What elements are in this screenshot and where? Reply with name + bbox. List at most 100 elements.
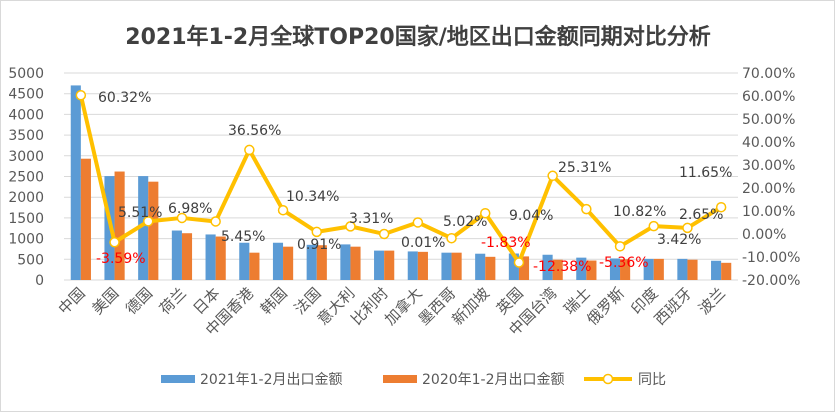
bar-2021 (475, 253, 486, 280)
x-axis-label: 意大利 (314, 284, 359, 329)
right-axis-tick: 20.00% (742, 181, 795, 197)
left-axis-tick: 5000 (8, 66, 44, 82)
bar-2020 (215, 236, 226, 280)
bar-2021 (609, 258, 621, 280)
yoy-point (648, 220, 659, 232)
bar-2021 (239, 242, 250, 280)
x-axis-label: 加拿大 (381, 284, 426, 329)
x-axis-label: 比利时 (347, 284, 392, 329)
x-axis-label: 墨西哥 (415, 284, 460, 329)
legend-marker-yoy (602, 373, 614, 385)
bar-2021 (138, 176, 149, 280)
yoy-point (581, 203, 592, 215)
bar-2020 (687, 259, 698, 280)
yoy-point (614, 241, 626, 252)
left-axis-tick: 2500 (8, 170, 44, 186)
bar-2021 (576, 257, 587, 280)
x-axis-label: 新加坡 (449, 284, 494, 329)
yoy-point (412, 217, 424, 228)
bar-2020 (316, 245, 327, 280)
legend-swatch-2021 (161, 375, 195, 383)
yoy-point (210, 216, 221, 227)
data-label: 5.51% (118, 205, 162, 221)
legend-label-2021: 2021年1-2月出口金额 (200, 372, 343, 388)
data-label: 10.34% (286, 189, 339, 205)
bar-2021 (643, 258, 654, 280)
bar-2021 (677, 258, 688, 280)
right-axis-tick: 50.00% (742, 112, 795, 128)
right-axis-tick: 40.00% (742, 135, 795, 151)
data-label: 6.98% (168, 201, 212, 217)
yoy-point (244, 144, 255, 156)
left-axis-tick: 4500 (8, 87, 44, 103)
data-label: 10.82% (613, 204, 666, 220)
right-axis-tick: 30.00% (742, 158, 795, 174)
bar-2021 (374, 250, 385, 280)
bar-2021 (542, 254, 553, 280)
data-label: 11.65% (679, 165, 732, 181)
bar-2021 (508, 253, 519, 280)
yoy-point (143, 216, 154, 227)
data-label: 3.42% (657, 232, 701, 248)
data-label: 2.65% (679, 207, 723, 223)
bar-2020 (518, 256, 530, 280)
bar-2020 (552, 259, 563, 280)
bar-2021 (171, 230, 182, 280)
data-label: 0.01% (401, 235, 445, 251)
left-axis-tick: 3000 (8, 149, 44, 165)
legend-label-yoy: 同比 (638, 372, 666, 388)
legend-swatch-2020 (383, 375, 417, 383)
x-axis-label: 俄罗斯 (583, 284, 628, 329)
data-label: 5.45% (221, 229, 265, 245)
bar-2020 (80, 158, 91, 280)
bar-2020 (384, 250, 395, 280)
yoy-point (75, 90, 87, 101)
right-axis-tick: -10.00% (742, 250, 800, 266)
left-axis-tick: 4000 (8, 107, 44, 123)
data-label: -1.83% (481, 235, 531, 251)
data-label: -12.38% (533, 259, 591, 275)
left-axis-tick: 3500 (8, 128, 44, 144)
x-axis-label: 德国 (122, 284, 156, 318)
yoy-point (480, 207, 491, 219)
bar-2021 (306, 244, 317, 280)
x-axis-label: 西班牙 (651, 284, 696, 329)
yoy-point (513, 257, 525, 268)
data-label: 3.31% (349, 211, 393, 227)
bar-2020 (181, 233, 193, 280)
right-axis-tick: 10.00% (742, 204, 795, 220)
left-axis-tick: 1000 (8, 232, 44, 248)
data-label: -5.36% (599, 255, 649, 271)
bar-2021 (340, 244, 351, 280)
yoy-point (547, 170, 558, 182)
data-label: 9.04% (509, 208, 553, 224)
left-axis-tick: 1500 (8, 211, 44, 227)
yoy-point (311, 226, 322, 238)
data-label: 5.02% (443, 214, 487, 230)
left-axis-tick: 0 (35, 273, 44, 289)
bar-2021 (711, 260, 722, 280)
bar-2021 (70, 85, 81, 280)
yoy-point (682, 222, 693, 234)
right-axis-tick: 60.00% (742, 89, 795, 105)
bar-2020 (653, 258, 664, 280)
left-axis-tick: 500 (17, 252, 44, 268)
bar-2020 (283, 246, 294, 280)
yoy-point (715, 201, 727, 213)
data-label: 36.56% (228, 123, 281, 139)
bar-2020 (620, 259, 631, 280)
data-label: -3.59% (96, 251, 146, 267)
bar-2020 (586, 260, 597, 280)
x-axis-label: 荷兰 (156, 284, 190, 318)
bar-2020 (721, 262, 732, 280)
bar-2021 (205, 234, 216, 280)
right-axis-tick: -20.00% (742, 273, 800, 289)
data-label: 25.31% (558, 160, 611, 176)
yoy-line (78, 94, 723, 265)
bar-2020 (417, 251, 428, 280)
bar-2020 (148, 181, 159, 280)
x-axis-label: 韩国 (257, 284, 291, 318)
yoy-point (109, 237, 120, 248)
